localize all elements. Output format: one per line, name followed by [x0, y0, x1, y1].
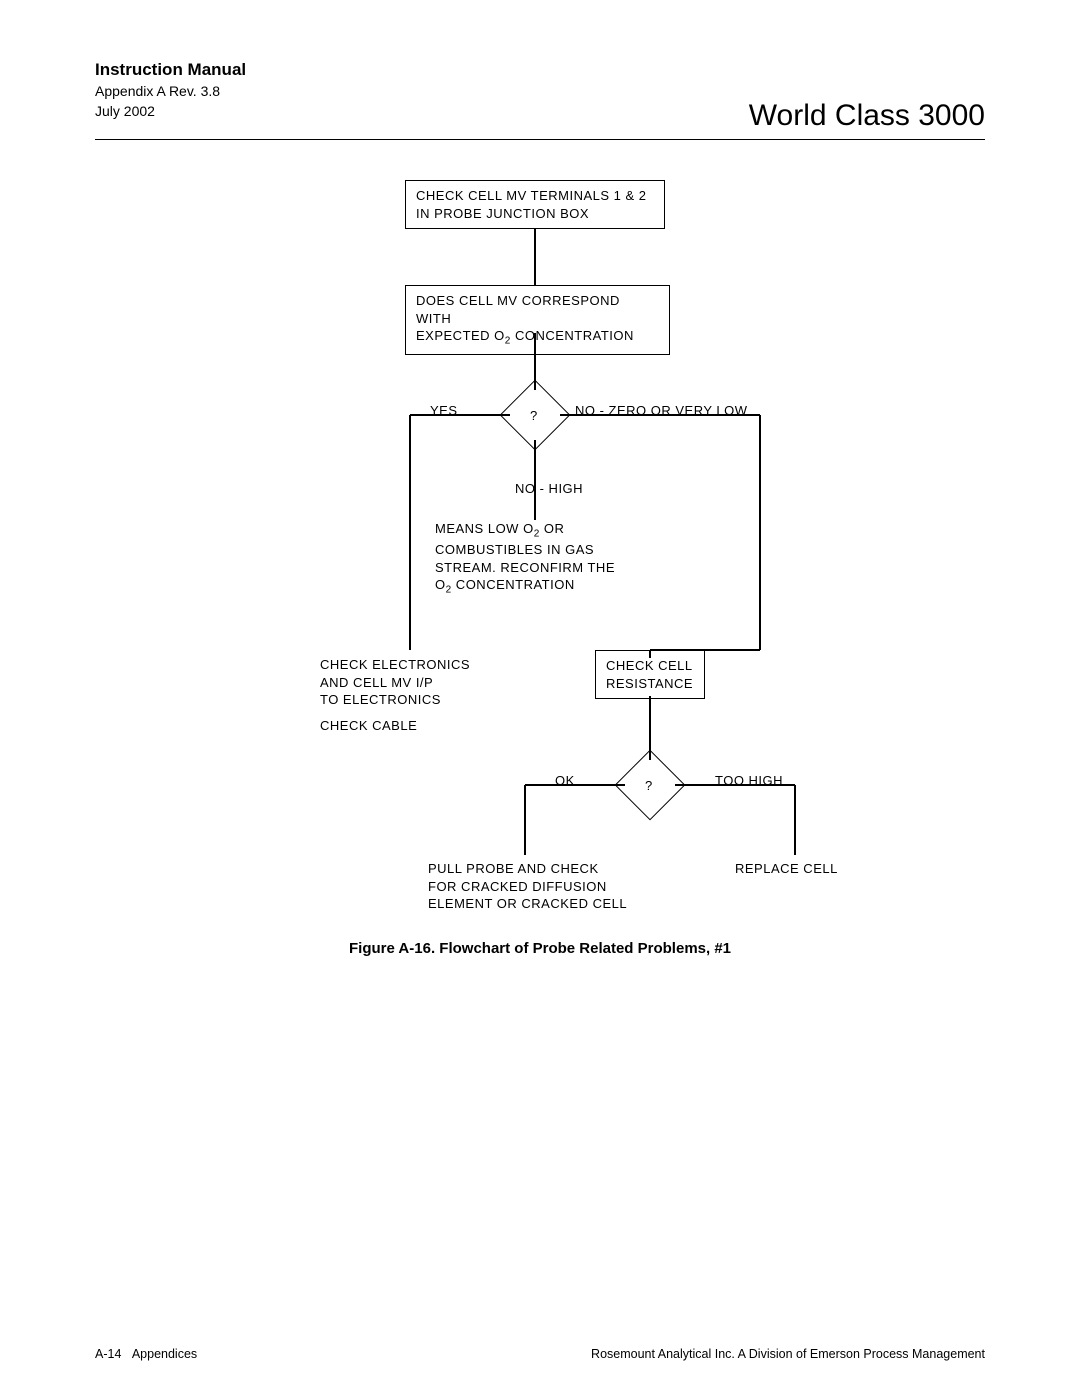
footer-left: A-14 Appendices	[95, 1347, 197, 1361]
flowchart-node: DOES CELL MV CORRESPOND WITHEXPECTED O2 …	[405, 285, 670, 355]
header-left-block: Instruction Manual Appendix A Rev. 3.8 J…	[95, 60, 246, 120]
manual-date: July 2002	[95, 102, 246, 120]
figure-caption: Figure A-16. Flowchart of Probe Related …	[95, 940, 985, 957]
page-number: A-14	[95, 1347, 121, 1361]
manual-title: Instruction Manual	[95, 60, 246, 80]
flowchart-node: MEANS LOW O2 ORCOMBUSTIBLES IN GASSTREAM…	[435, 520, 635, 597]
flowchart-node: OK	[555, 772, 575, 790]
flowchart-node: NO - HIGH	[515, 480, 583, 498]
flowchart-node: CHECK CELLRESISTANCE	[595, 650, 705, 699]
flowchart-node: NO - ZERO OR VERY LOW	[575, 402, 748, 420]
page-header: Instruction Manual Appendix A Rev. 3.8 J…	[95, 60, 985, 140]
decision-label: ?	[645, 778, 652, 793]
flowchart-figure: CHECK CELL MV TERMINALS 1 & 2IN PROBE JU…	[95, 180, 985, 1010]
decision-label: ?	[530, 408, 537, 423]
flowchart-node: YES	[430, 402, 458, 420]
footer-section: Appendices	[132, 1347, 197, 1361]
flowchart-node: CHECK CELL MV TERMINALS 1 & 2IN PROBE JU…	[405, 180, 665, 229]
flowchart-node: PULL PROBE AND CHECKFOR CRACKED DIFFUSIO…	[428, 860, 648, 913]
footer-right: Rosemount Analytical Inc. A Division of …	[591, 1347, 985, 1361]
flowchart-node: REPLACE CELL	[735, 860, 865, 878]
flowchart-node: CHECK ELECTRONICSAND CELL MV I/PTO ELECT…	[320, 656, 500, 734]
flowchart-node: TOO HIGH	[715, 772, 783, 790]
product-title: World Class 3000	[749, 99, 985, 133]
manual-appendix: Appendix A Rev. 3.8	[95, 82, 246, 100]
